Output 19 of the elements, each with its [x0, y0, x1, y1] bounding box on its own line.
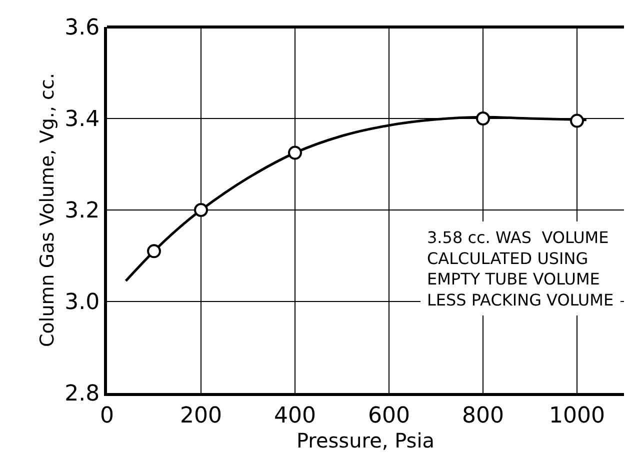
y-tick-label: 3.4 [64, 107, 100, 132]
annotation: 3.58 cc. WAS VOLUME CALCULATED USING EMPTY TUBE VOLUME LESS PACKING VOLUME [427, 228, 614, 310]
x-tick-label: 800 [462, 403, 504, 428]
point [476, 112, 490, 126]
x-tick-label: 0 [100, 403, 114, 428]
x-tick-label: 600 [368, 403, 410, 428]
y-tick-label: 3.2 [64, 198, 100, 224]
point [147, 244, 161, 258]
point [570, 114, 584, 128]
y-tick-label: 3.6 [64, 16, 100, 41]
x-tick-label: 1000 [549, 403, 605, 428]
y-tick-label: 2.8 [64, 382, 100, 407]
point [194, 203, 208, 217]
x-tick-label: 400 [274, 403, 316, 428]
x-tick-label: 200 [180, 403, 222, 428]
point [288, 146, 302, 160]
y-tick-label: 3.0 [64, 290, 100, 316]
x-axis-title: Pressure, Psia [296, 428, 435, 452]
y-axis-title: Column Gas Volume, Vg., cc. [36, 73, 58, 347]
